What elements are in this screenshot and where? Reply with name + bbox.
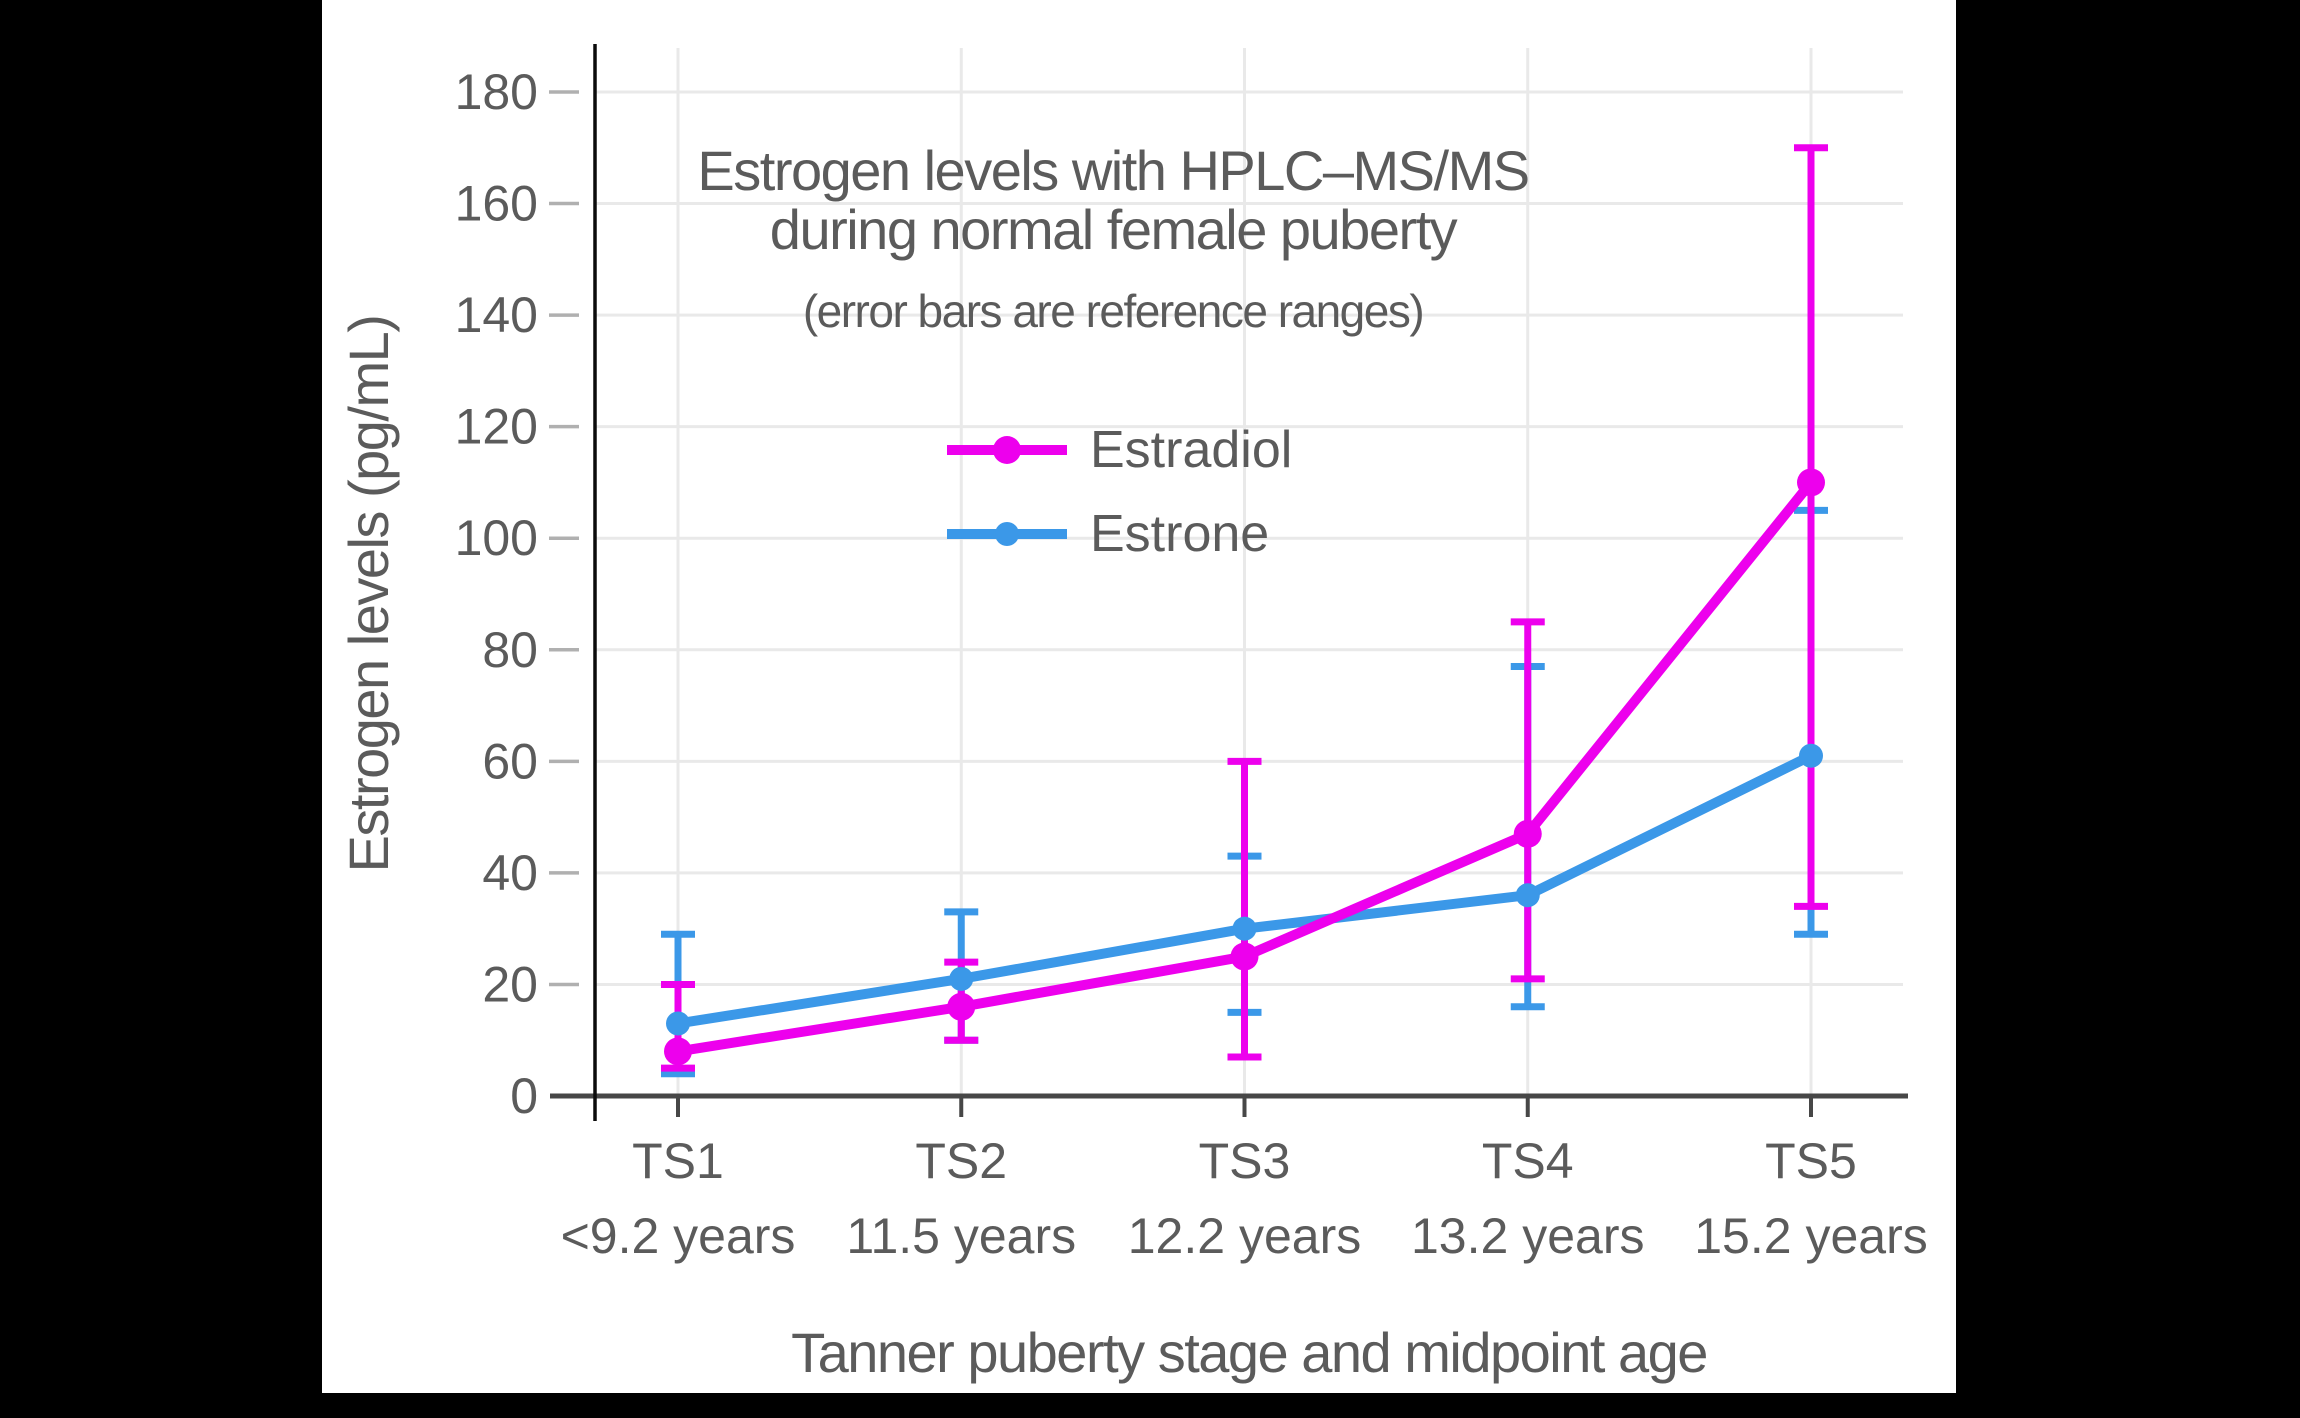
- series-points-estrone: [666, 743, 1823, 1036]
- y-tick-label-100: 100: [455, 510, 538, 566]
- y-tick-label-60: 60: [482, 733, 538, 789]
- x-tick-label-age-TS1: <9.2 years: [561, 1208, 796, 1264]
- x-tick-label-age-TS3: 12.2 years: [1128, 1208, 1361, 1264]
- x-tick-label-age-TS5: 15.2 years: [1694, 1208, 1927, 1264]
- y-axis-title: Estrogen levels (pg/mL): [337, 316, 400, 873]
- error-bars-estradiol: [661, 144, 1828, 1072]
- legend-marker-dot: [995, 522, 1019, 546]
- chart-title-line1: Estrogen levels with HPLC–MS/MS: [697, 139, 1528, 202]
- data-point: [1230, 942, 1259, 971]
- legend-entry-estradiol: Estradiol: [947, 421, 1292, 479]
- x-tick-label-age-TS4: 13.2 years: [1411, 1208, 1644, 1264]
- x-tick-label-stage-TS1: TS1: [632, 1133, 724, 1189]
- chart-subtitle: (error bars are reference ranges): [803, 285, 1423, 337]
- y-tick-label-120: 120: [455, 399, 538, 455]
- data-point: [1797, 468, 1825, 497]
- y-tick-label-180: 180: [455, 64, 538, 120]
- data-point: [1513, 819, 1542, 848]
- y-tick-label-140: 140: [455, 287, 538, 343]
- y-tick-label-0: 0: [510, 1068, 538, 1124]
- x-tick-label-stage-TS5: TS5: [1765, 1133, 1857, 1189]
- data-point: [1515, 883, 1540, 908]
- legend-marker-dot: [993, 436, 1021, 464]
- y-tick-label-160: 160: [455, 176, 538, 232]
- y-tick-label-80: 80: [482, 622, 538, 678]
- data-point: [947, 992, 976, 1021]
- legend-entry-estrone: Estrone: [947, 505, 1269, 563]
- legend-label: Estrone: [1090, 505, 1269, 563]
- series-points-estradiol: [664, 468, 1825, 1066]
- y-tick-label-20: 20: [482, 956, 538, 1012]
- data-point: [1232, 916, 1257, 941]
- chart-title-line2: during normal female puberty: [770, 198, 1458, 261]
- data-point: [664, 1037, 692, 1066]
- x-tick-label-age-TS2: 11.5 years: [846, 1208, 1076, 1264]
- x-tick-label-stage-TS3: TS3: [1199, 1133, 1291, 1189]
- data-point: [1799, 743, 1823, 768]
- x-tick-label-stage-TS2: TS2: [915, 1133, 1007, 1189]
- data-point: [949, 966, 974, 991]
- data-point: [666, 1011, 690, 1036]
- legend-label: Estradiol: [1090, 421, 1292, 479]
- x-tick-label-stage-TS4: TS4: [1482, 1133, 1574, 1189]
- x-axis-title: Tanner puberty stage and midpoint age: [791, 1321, 1707, 1384]
- y-tick-label-40: 40: [482, 845, 538, 901]
